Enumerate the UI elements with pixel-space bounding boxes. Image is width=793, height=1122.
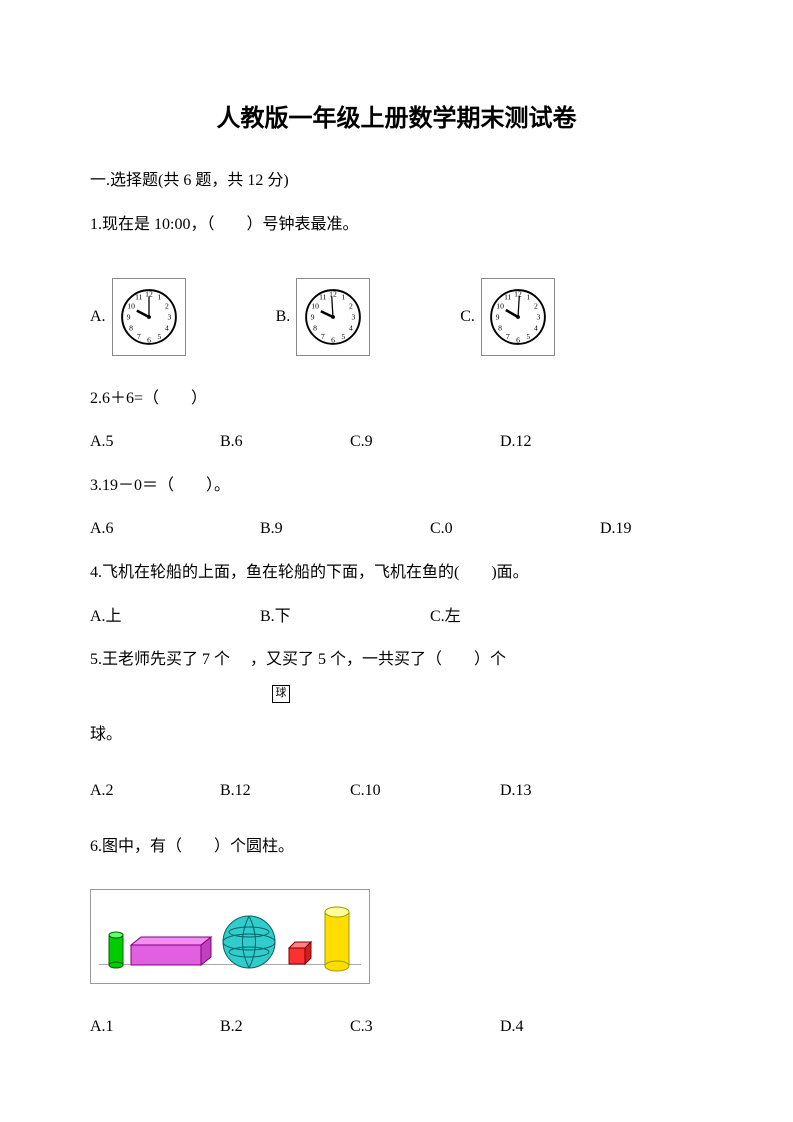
svg-text:1: 1 xyxy=(157,292,161,301)
svg-text:10: 10 xyxy=(311,301,319,310)
q4-opt-b: B.下 xyxy=(260,604,430,630)
q1-opt-a: A. 123 69 12 45 78 1011 xyxy=(90,278,186,356)
q2-opt-a: A.5 xyxy=(90,429,220,455)
q6-opt-b: B.2 xyxy=(220,1014,350,1040)
svg-text:9: 9 xyxy=(496,312,500,321)
svg-text:10: 10 xyxy=(496,301,504,310)
svg-text:12: 12 xyxy=(329,289,337,298)
q3-opt-c: C.0 xyxy=(430,516,600,542)
q4-opt-a: A.上 xyxy=(90,604,260,630)
svg-text:1: 1 xyxy=(526,292,530,301)
q1-options: A. 123 69 12 45 78 1011 B. xyxy=(90,278,703,356)
q5-options: A.2 B.12 C.10 D.13 xyxy=(90,778,703,804)
q1-opt-c-label: C. xyxy=(460,304,475,330)
svg-text:10: 10 xyxy=(127,301,135,310)
q5-post-text: ，又买了 5 个，一共买了（ ）个 xyxy=(250,651,506,668)
page-title: 人教版一年级上册数学期末测试卷 xyxy=(90,100,703,138)
question-4: 4.飞机在轮船的上面，鱼在轮船的下面，飞机在鱼的( )面。 xyxy=(90,560,703,586)
ball-icon-wrap: 球 xyxy=(270,681,703,707)
svg-text:7: 7 xyxy=(136,331,140,340)
cube-icon xyxy=(289,942,311,964)
svg-text:6: 6 xyxy=(147,335,151,344)
svg-text:11: 11 xyxy=(504,292,512,301)
svg-text:9: 9 xyxy=(126,312,130,321)
q3-opt-b: B.9 xyxy=(260,516,430,542)
big-cylinder-icon xyxy=(325,907,349,971)
svg-text:9: 9 xyxy=(311,312,315,321)
svg-text:2: 2 xyxy=(534,301,538,310)
q2-opt-b: B.6 xyxy=(220,429,350,455)
svg-text:8: 8 xyxy=(129,323,133,332)
question-2: 2.6＋6=（ ） xyxy=(90,386,703,412)
svg-text:4: 4 xyxy=(349,323,353,332)
q5-opt-b: B.12 xyxy=(220,778,350,804)
question-5-line1: 5.王老师先买了 7 个 ，又买了 5 个，一共买了（ ）个 xyxy=(90,647,703,673)
svg-text:8: 8 xyxy=(313,323,317,332)
svg-text:6: 6 xyxy=(516,335,520,344)
shapes-figure xyxy=(90,889,370,984)
svg-text:5: 5 xyxy=(157,331,161,340)
svg-text:1: 1 xyxy=(342,292,346,301)
q4-opt-c: C.左 xyxy=(430,604,600,630)
q5-opt-c: C.10 xyxy=(350,778,500,804)
q5-pre-text: 5.王老师先买了 7 个 xyxy=(90,651,246,668)
question-6: 6.图中，有（ ）个圆柱。 xyxy=(90,834,703,860)
svg-text:7: 7 xyxy=(321,331,325,340)
q6-opt-d: D.4 xyxy=(500,1014,630,1040)
question-3: 3.19－0＝（ ）。 xyxy=(90,473,703,499)
svg-text:6: 6 xyxy=(331,335,335,344)
q6-opt-c: C.3 xyxy=(350,1014,500,1040)
svg-text:4: 4 xyxy=(165,323,169,332)
q3-opt-d: D.19 xyxy=(600,516,700,542)
clock-b-icon: 12 3 6 9 12 45 78 1011 xyxy=(301,285,365,349)
question-1: 1.现在是 10:00，（ ）号钟表最准。 xyxy=(90,212,703,238)
svg-text:12: 12 xyxy=(514,289,522,298)
svg-text:8: 8 xyxy=(498,323,502,332)
svg-text:5: 5 xyxy=(342,331,346,340)
svg-text:11: 11 xyxy=(135,292,143,301)
q4-options: A.上 B.下 C.左 xyxy=(90,604,703,630)
svg-text:3: 3 xyxy=(167,312,171,321)
svg-text:4: 4 xyxy=(534,323,538,332)
q6-opt-a: A.1 xyxy=(90,1014,220,1040)
q5-opt-a: A.2 xyxy=(90,778,220,804)
q2-opt-c: C.9 xyxy=(350,429,500,455)
shapes-svg xyxy=(91,890,371,985)
svg-text:3: 3 xyxy=(536,312,540,321)
svg-text:2: 2 xyxy=(349,301,353,310)
q2-options: A.5 B.6 C.9 D.12 xyxy=(90,429,703,455)
svg-text:11: 11 xyxy=(319,292,327,301)
q5-opt-d: D.13 xyxy=(500,778,630,804)
clock-a-icon: 123 69 12 45 78 1011 xyxy=(117,285,181,349)
q2-opt-d: D.12 xyxy=(500,429,630,455)
q1-opt-b: B. 12 3 6 9 12 45 78 1011 xyxy=(276,278,371,356)
clock-c-icon: 12 3 6 9 12 45 78 1011 xyxy=(486,285,550,349)
q1-opt-c: C. 12 3 6 9 12 45 78 1011 xyxy=(460,278,555,356)
q3-opt-a: A.6 xyxy=(90,516,260,542)
clock-b-box: 12 3 6 9 12 45 78 1011 xyxy=(296,278,370,356)
sphere-icon xyxy=(223,916,275,968)
small-cylinder-icon xyxy=(109,932,123,968)
svg-text:5: 5 xyxy=(526,331,530,340)
q1-opt-a-label: A. xyxy=(90,304,106,330)
q3-options: A.6 B.9 C.0 D.19 xyxy=(90,516,703,542)
section-header: 一.选择题(共 6 题，共 12 分) xyxy=(90,168,703,194)
cuboid-icon xyxy=(131,937,211,965)
svg-text:2: 2 xyxy=(165,301,169,310)
q6-options: A.1 B.2 C.3 D.4 xyxy=(90,1014,703,1040)
svg-text:3: 3 xyxy=(352,312,356,321)
clock-a-box: 123 69 12 45 78 1011 xyxy=(112,278,186,356)
ball-icon: 球 xyxy=(272,685,290,703)
clock-c-box: 12 3 6 9 12 45 78 1011 xyxy=(481,278,555,356)
svg-text:7: 7 xyxy=(506,331,510,340)
q1-opt-b-label: B. xyxy=(276,304,291,330)
question-5-line2: 球。 xyxy=(90,722,703,748)
